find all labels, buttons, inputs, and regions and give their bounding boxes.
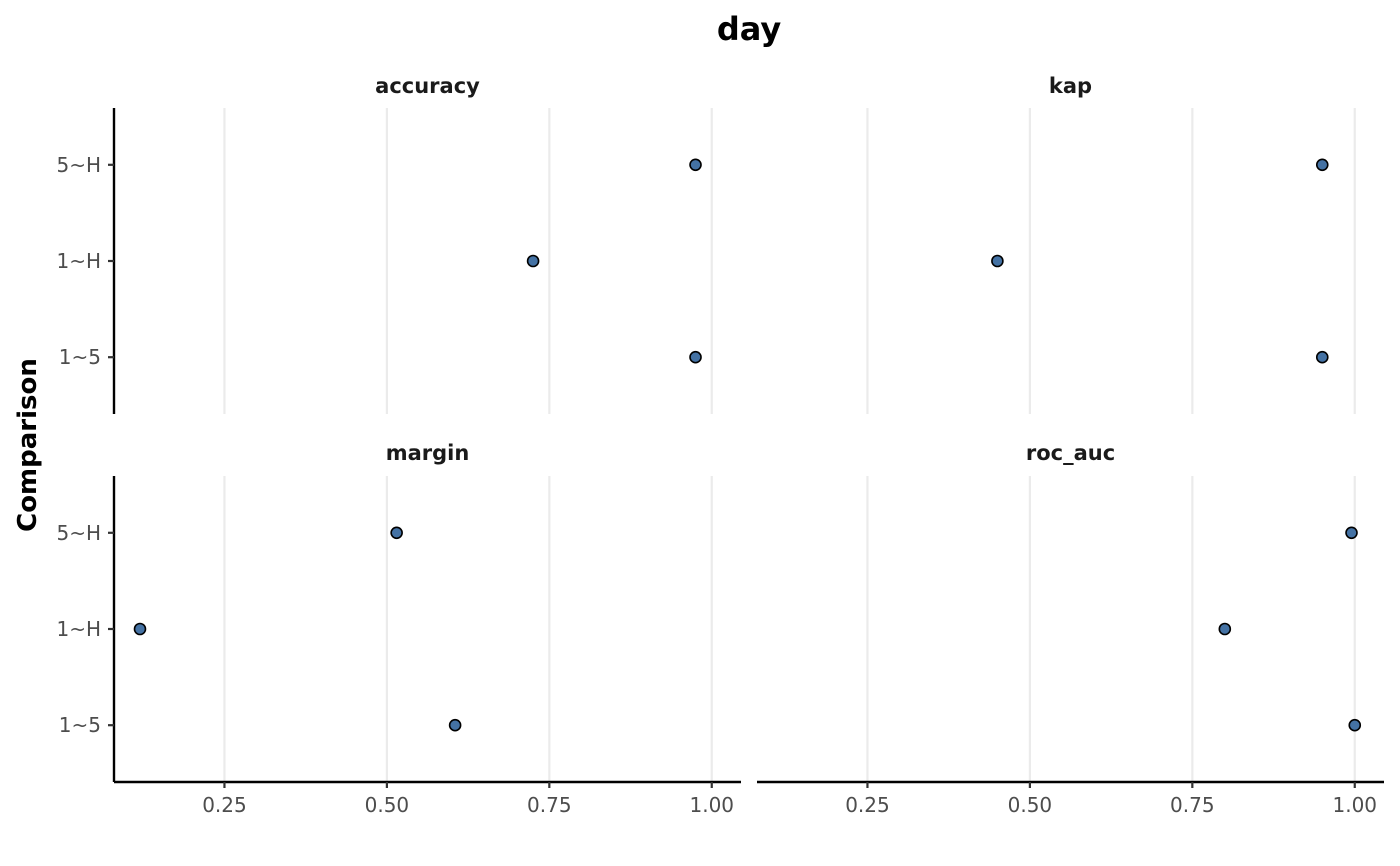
y-axis-label: Comparison xyxy=(13,358,43,532)
panel-roc-auc: roc_auc 0.25 0.50 0.75 1.00 xyxy=(757,441,1384,817)
y-tick-label: 1~H xyxy=(56,249,101,273)
data-point xyxy=(448,718,462,732)
y-tick-label: 1~5 xyxy=(59,713,101,737)
data-point xyxy=(526,254,540,268)
data-point xyxy=(1348,718,1362,732)
facet-label: accuracy xyxy=(375,74,480,98)
x-tick-label: 0.75 xyxy=(1170,793,1215,817)
y-tick-label: 5~H xyxy=(56,521,101,545)
data-point xyxy=(1345,526,1358,540)
panel-margin: margin 1~5 1~H 5~H 0.25 0.50 0.75 1.00 xyxy=(56,441,741,817)
x-tick-label: 0.75 xyxy=(527,793,572,817)
y-tick-label: 1~5 xyxy=(59,345,101,369)
data-point xyxy=(689,350,702,364)
data-point xyxy=(991,254,1004,268)
panels: accuracy 1~5 1~H 5~H kap margin 1~5 1~H 5~H 0.25 0… xyxy=(56,74,1384,817)
data-point xyxy=(1315,158,1329,172)
data-point xyxy=(689,158,702,172)
data-point xyxy=(1315,350,1329,364)
facet-label: roc_auc xyxy=(1026,441,1115,465)
panel-kap: kap xyxy=(866,74,1356,414)
x-tick-label: 0.50 xyxy=(365,793,410,817)
y-tick-label: 1~H xyxy=(56,617,101,641)
facet-label: margin xyxy=(386,441,470,465)
data-point xyxy=(390,526,403,540)
y-tick-label: 5~H xyxy=(56,153,101,177)
facet-label: kap xyxy=(1049,74,1092,98)
x-tick-label: 0.50 xyxy=(1008,793,1053,817)
data-point xyxy=(133,622,147,636)
x-tick-label: 0.25 xyxy=(845,793,890,817)
data-point xyxy=(1218,622,1232,636)
x-tick-label: 0.25 xyxy=(202,793,247,817)
x-tick-label: 1.00 xyxy=(689,793,734,817)
chart-title: day xyxy=(717,10,782,48)
panel-accuracy: accuracy 1~5 1~H 5~H xyxy=(56,74,713,414)
x-tick-label: 1.00 xyxy=(1332,793,1377,817)
